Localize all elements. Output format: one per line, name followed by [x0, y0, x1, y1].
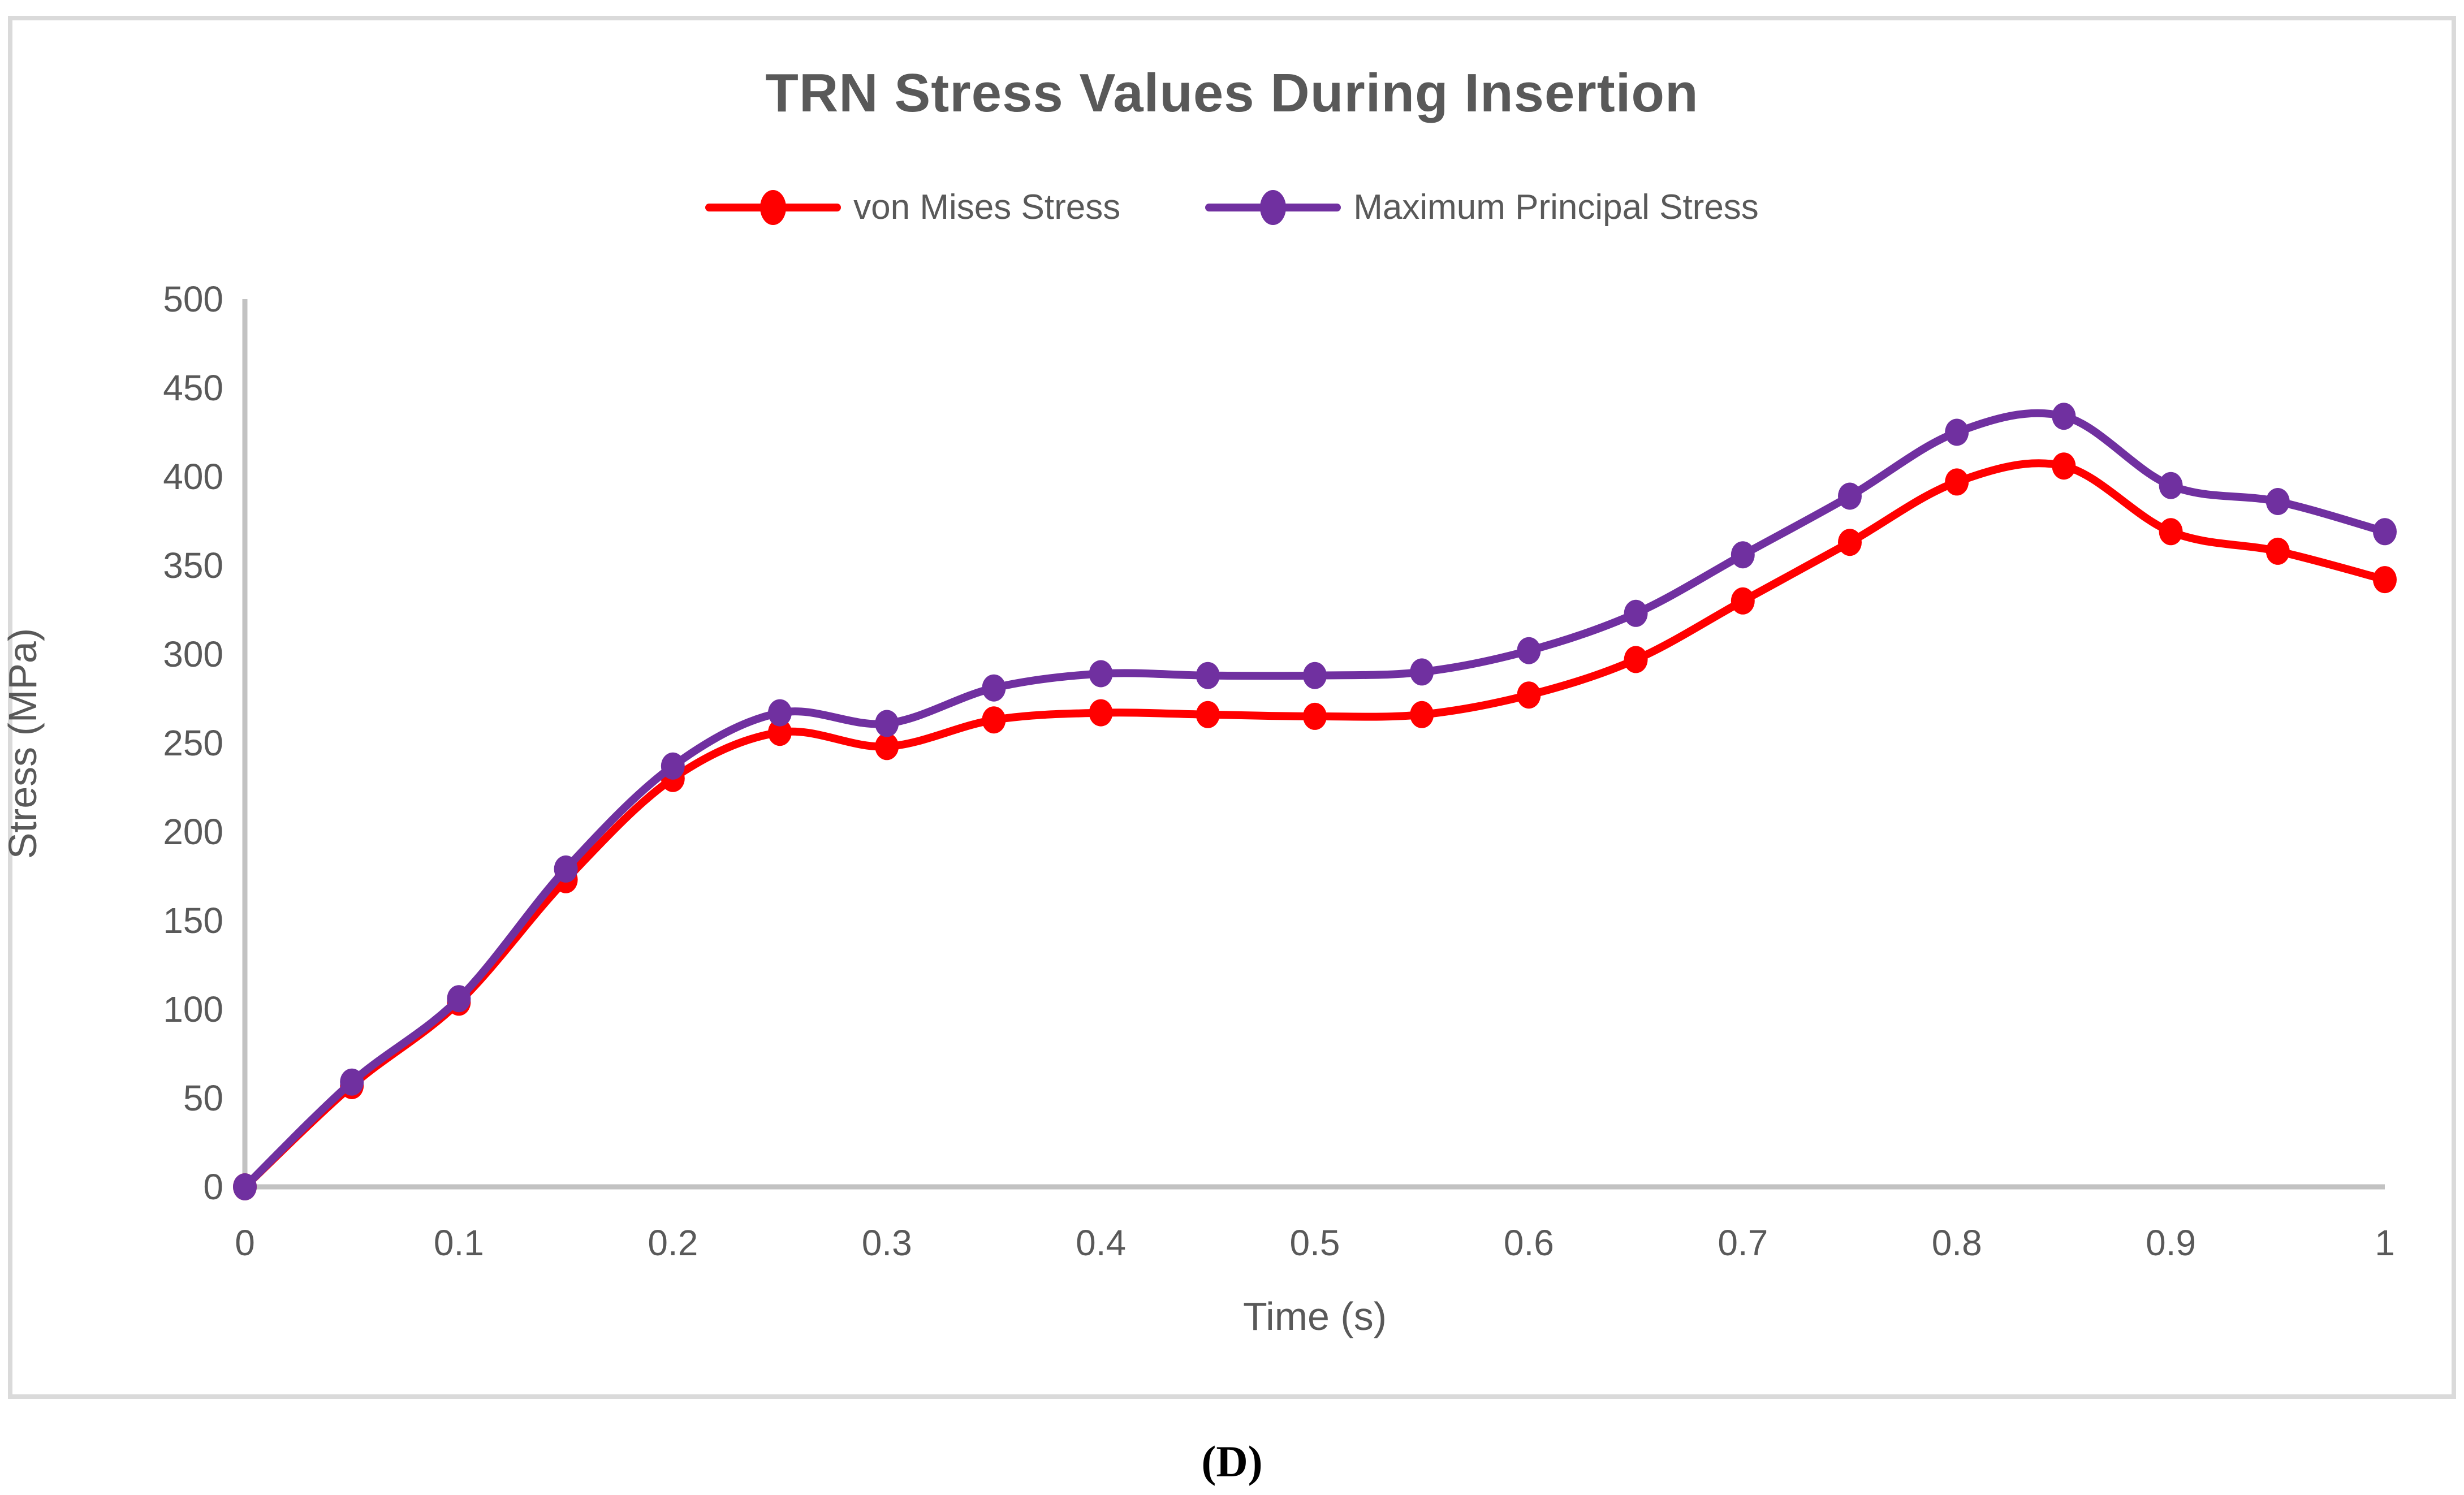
legend-dot-max-principal	[1260, 190, 1287, 225]
data-point-marker-von-mises	[1624, 646, 1648, 673]
legend-label-von-mises: von Mises Stress	[853, 188, 1121, 227]
data-point-marker-von-mises	[1517, 681, 1541, 709]
y-axis-title: Stress (MPa)	[1, 628, 45, 859]
x-axis-title: Time (s)	[1242, 1294, 1387, 1338]
data-point-marker-max-principal	[2052, 403, 2076, 430]
legend-label-max-principal: Maximum Principal Stress	[1353, 188, 1759, 227]
y-tick-label: 100	[163, 989, 223, 1030]
data-point-marker-max-principal	[982, 674, 1006, 702]
data-point-marker-max-principal	[2373, 518, 2397, 546]
data-point-marker-max-principal	[661, 752, 685, 780]
data-point-marker-max-principal	[1731, 541, 1755, 569]
data-point-marker-von-mises	[2373, 566, 2397, 594]
data-point-marker-max-principal	[1410, 658, 1434, 686]
data-point-marker-von-mises	[1303, 702, 1327, 730]
data-point-marker-von-mises	[2052, 452, 2076, 480]
x-tick-label: 0.1	[434, 1222, 484, 1263]
series-line-von-mises	[241, 459, 2389, 1191]
data-point-marker-max-principal	[768, 699, 792, 727]
y-tick-label: 350	[163, 545, 223, 586]
y-tick-label: 250	[163, 723, 223, 763]
x-tick-label: 0.8	[1932, 1222, 1982, 1263]
x-tick-label: 0.6	[1504, 1222, 1554, 1263]
data-point-marker-max-principal	[2266, 488, 2290, 515]
legend-marker-von-mises-icon	[705, 176, 842, 239]
data-point-marker-max-principal	[1624, 599, 1648, 627]
data-point-marker-von-mises	[1089, 699, 1113, 727]
data-point-marker-von-mises	[2159, 518, 2183, 546]
figure-caption: (D)	[1201, 1437, 1263, 1486]
y-tick-label: 200	[163, 811, 223, 852]
y-tick-label: 450	[163, 368, 223, 408]
y-tick-label: 400	[163, 456, 223, 497]
data-point-marker-max-principal	[1089, 660, 1113, 688]
y-tick-label: 500	[163, 279, 223, 319]
data-point-marker-max-principal	[447, 985, 471, 1013]
data-point-marker-von-mises	[1731, 587, 1755, 615]
x-tick-label: 0.3	[862, 1222, 912, 1263]
y-tick-label: 0	[203, 1166, 223, 1207]
data-point-marker-von-mises	[768, 719, 792, 746]
x-tick-label: 1	[2375, 1222, 2395, 1263]
data-point-marker-max-principal	[2159, 472, 2183, 499]
data-point-marker-von-mises	[875, 733, 899, 761]
legend-entry-max-principal: Maximum Principal Stress	[1205, 176, 1759, 239]
data-point-marker-max-principal	[554, 855, 578, 883]
data-point-marker-max-principal	[1945, 418, 1969, 446]
data-point-marker-max-principal	[1517, 637, 1541, 664]
data-point-marker-max-principal	[1303, 662, 1327, 689]
data-point-marker-von-mises	[2266, 537, 2290, 565]
data-point-marker-von-mises	[982, 706, 1006, 734]
data-point-marker-von-mises	[1410, 701, 1434, 728]
y-tick-label: 50	[183, 1078, 223, 1118]
chart-border	[8, 16, 2456, 1399]
data-point-marker-max-principal	[233, 1173, 257, 1200]
data-point-marker-von-mises	[1945, 468, 1969, 496]
x-tick-label: 0.9	[2146, 1222, 2196, 1263]
legend-dot-von-mises	[760, 190, 787, 225]
y-tick-label: 150	[163, 900, 223, 941]
data-point-marker-von-mises	[1838, 529, 1862, 556]
legend-entry-von-mises: von Mises Stress	[705, 176, 1120, 239]
legend: von Mises Stress Maximum Principal Stres…	[0, 176, 2464, 239]
series-line-max-principal	[241, 409, 2389, 1191]
data-point-marker-max-principal	[340, 1068, 364, 1096]
y-tick-label: 300	[163, 634, 223, 675]
x-tick-label: 0.5	[1290, 1222, 1340, 1263]
data-point-marker-max-principal	[1838, 482, 1862, 510]
x-tick-label: 0.7	[1718, 1222, 1768, 1263]
legend-marker-max-principal-icon	[1205, 176, 1341, 239]
data-point-marker-max-principal	[875, 710, 899, 737]
chart-title: TRN Stress Values During Insertion	[765, 63, 1699, 123]
x-tick-label: 0	[235, 1222, 255, 1263]
x-tick-label: 0.2	[648, 1222, 698, 1263]
x-tick-label: 0.4	[1076, 1222, 1126, 1263]
data-point-marker-von-mises	[1196, 701, 1220, 728]
data-point-marker-max-principal	[1196, 662, 1220, 689]
